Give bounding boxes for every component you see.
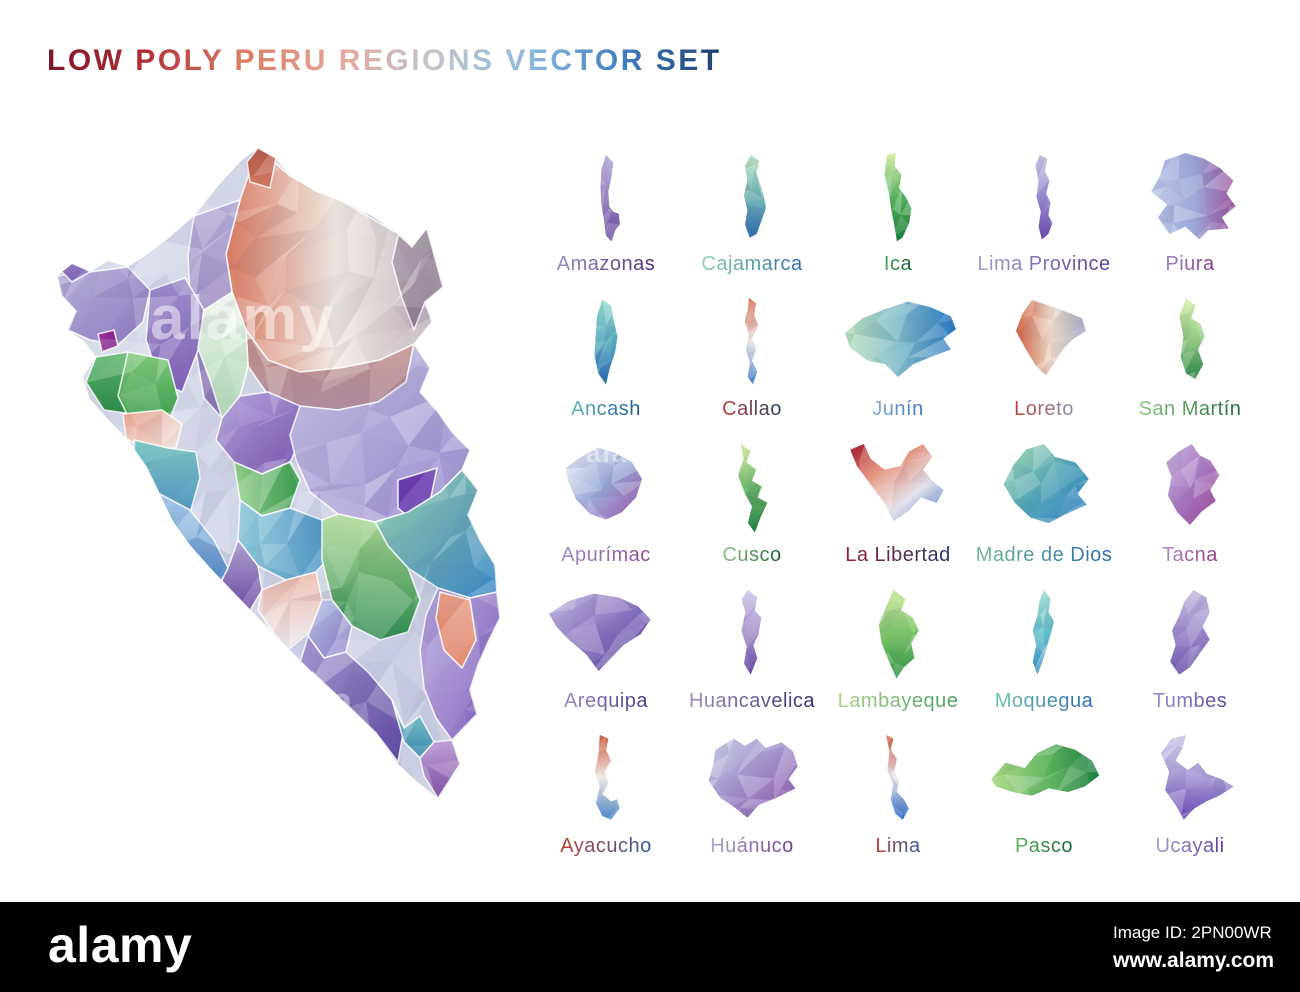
region-card-cusco: Cusco <box>679 437 825 583</box>
region-shape-lambayeque <box>878 589 919 679</box>
region-label-piura: Piura <box>1165 252 1215 275</box>
region-shape-san-martin <box>1179 298 1205 380</box>
region-label-tumbes: Tumbes <box>1152 689 1228 712</box>
region-label-junin: Junín <box>872 398 924 421</box>
region-card-loreto: Loreto <box>971 292 1117 438</box>
region-label-san-martin: San Martín <box>1138 398 1242 421</box>
region-label-madre-de-dios: Madre de Dios <box>975 544 1113 567</box>
region-shape-ancash <box>594 300 618 385</box>
footer-info: Image ID: 2PN00WR www.alamy.com <box>1113 920 1274 975</box>
image-id-text: Image ID: 2PN00WR <box>1113 923 1272 942</box>
region-shape-ucayali <box>1160 735 1234 821</box>
region-card-cajamarca: Cajamarca <box>679 146 825 292</box>
region-shape-arequipa <box>548 593 651 671</box>
regions-grid: Amazonas Cajamarca Ica Lima Province Piura An… <box>533 146 1263 875</box>
region-card-piura: Piura <box>1117 146 1263 292</box>
region-shape-piura <box>1151 152 1236 240</box>
peru-map-canvas <box>28 132 508 822</box>
region-card-madre-de-dios: Madre de Dios <box>971 437 1117 583</box>
region-shape-cajamarca <box>743 154 766 238</box>
region-label-cajamarca: Cajamarca <box>701 252 803 275</box>
region-label-ancash: Ancash <box>571 398 641 421</box>
region-shape-lima-province <box>1035 154 1053 240</box>
region-label-callao: Callao <box>722 398 782 421</box>
region-card-lima: Lima <box>825 729 971 875</box>
region-card-san-martin: San Martín <box>1117 292 1263 438</box>
region-card-lima-province: Lima Province <box>971 146 1117 292</box>
region-card-ica: Ica <box>825 146 971 292</box>
region-card-tumbes: Tumbes <box>1117 583 1263 729</box>
region-shape-apurimac <box>566 447 642 520</box>
alamy-logo: alamy <box>48 917 193 973</box>
region-shape-junin <box>845 302 956 378</box>
region-shape-ayacucho <box>594 735 620 821</box>
region-shape-ica <box>884 152 912 242</box>
region-shape-huancavelica <box>741 589 762 675</box>
region-card-arequipa: Arequipa <box>533 583 679 729</box>
region-shape-amazonas <box>600 154 620 242</box>
region-card-callao: Callao <box>679 292 825 438</box>
watermark-bar: alamy Image ID: 2PN00WR www.alamy.com <box>0 902 1300 992</box>
region-card-ancash: Ancash <box>533 292 679 438</box>
region-shape-cusco <box>738 444 768 533</box>
region-label-huancavelica: Huancavelica <box>688 689 816 712</box>
region-shape-huanuco <box>708 739 798 819</box>
region-label-lima-province: Lima Province <box>977 252 1111 275</box>
region-shape-lima <box>886 735 909 821</box>
region-label-moquegua: Moquegua <box>994 689 1094 712</box>
region-label-ayacucho: Ayacucho <box>560 835 652 858</box>
region-label-la-libertad: La Libertad <box>845 544 951 567</box>
region-card-huancavelica: Huancavelica <box>679 583 825 729</box>
region-shape-tumbes <box>1170 589 1210 675</box>
region-label-lima: Lima <box>875 835 921 858</box>
region-card-apurimac: Apurímac <box>533 437 679 583</box>
region-shape-moquegua <box>1032 589 1055 675</box>
region-label-pasco: Pasco <box>1014 835 1074 858</box>
region-card-pasco: Pasco <box>971 729 1117 875</box>
alamy-url-text: www.alamy.com <box>1113 948 1275 972</box>
region-label-loreto: Loreto <box>1014 398 1074 421</box>
region-label-huanuco: Huánuco <box>710 835 794 858</box>
region-shape-tacna <box>1166 444 1220 526</box>
region-label-cusco: Cusco <box>722 544 782 567</box>
region-card-huanuco: Huánuco <box>679 729 825 875</box>
region-label-ica: Ica <box>883 252 913 275</box>
region-shape-callao <box>744 298 759 385</box>
region-label-lambayeque: Lambayeque <box>837 689 959 712</box>
region-card-amazonas: Amazonas <box>533 146 679 292</box>
region-label-apurimac: Apurímac <box>561 544 651 567</box>
region-shape-pasco <box>991 744 1100 797</box>
region-label-tacna: Tacna <box>1162 544 1218 567</box>
page-title: LOW POLY PERU REGIONS VECTOR SET <box>47 44 722 77</box>
region-card-la-libertad: La Libertad <box>825 437 971 583</box>
region-card-junin: Junín <box>825 292 971 438</box>
region-card-moquegua: Moquegua <box>971 583 1117 729</box>
region-card-tacna: Tacna <box>1117 437 1263 583</box>
region-label-amazonas: Amazonas <box>556 252 656 275</box>
region-shape-la-libertad <box>850 444 944 522</box>
peru-map: alamy a <box>0 0 540 900</box>
region-label-ucayali: Ucayali <box>1155 835 1225 858</box>
peru-map-svg <box>57 148 500 798</box>
region-card-ucayali: Ucayali <box>1117 729 1263 875</box>
region-shape-loreto <box>1016 300 1086 376</box>
region-card-ayacucho: Ayacucho <box>533 729 679 875</box>
region-shape-madre-de-dios <box>1003 444 1089 524</box>
region-label-arequipa: Arequipa <box>563 689 649 712</box>
region-card-lambayeque: Lambayeque <box>825 583 971 729</box>
